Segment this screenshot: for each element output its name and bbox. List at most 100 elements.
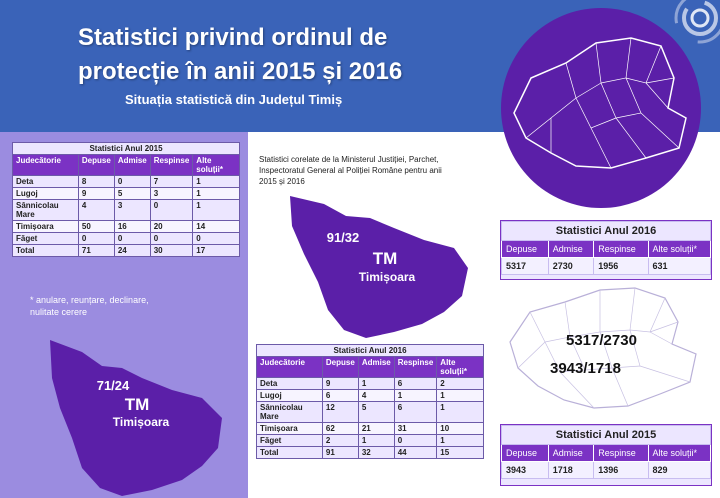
table-cell: 0 (149, 232, 194, 245)
column-header: Alte soluții* (436, 356, 484, 378)
table-row: Făget 2 1 0 1 (256, 434, 484, 447)
column-header: Depuse (321, 356, 359, 378)
table-cell: 4 (357, 389, 395, 402)
table-cell: 0 (149, 199, 194, 221)
romania-map-circle (501, 8, 701, 208)
column-header: Respinse (393, 356, 438, 378)
table-cell: 0 (393, 434, 438, 447)
column-header: Alte soluții* (192, 154, 240, 176)
table-cell: 15 (436, 446, 484, 459)
romania-map-white (509, 287, 697, 409)
table-cell: Total (12, 244, 79, 257)
table-caption: Statistici Anul 2015 (12, 142, 240, 155)
table-cell: Total (256, 446, 323, 459)
table-cell: 20 (149, 220, 194, 233)
table-cell: 62 (321, 422, 359, 435)
table-cell: 1 (357, 434, 395, 447)
table-caption: Statistici Anul 2016 (256, 344, 484, 357)
footnote: * anulare, reunțare, declinare, nulitate… (30, 295, 149, 317)
tm-code-2016: TM (372, 249, 398, 268)
table-cell: 7 (149, 175, 194, 188)
table-cell: 3 (113, 199, 151, 221)
table-cell: 2 (321, 434, 359, 447)
box-caption: Statistici Anul 2016 (501, 221, 711, 241)
table-cell: 1 (357, 377, 395, 390)
value-cell: 1396 (593, 461, 649, 479)
value-cell: 1718 (547, 461, 595, 479)
table-cell: 91 (321, 446, 359, 459)
page-title-line1: Statistici privind ordinul de (78, 24, 388, 51)
value-cell: 5317 (501, 257, 549, 275)
table-cell: 16 (113, 220, 151, 233)
timis-county-map-2015 (50, 340, 222, 496)
table-cell: 6 (393, 401, 438, 423)
page-subtitle: Situația statistică din Județul Timiș (125, 92, 343, 107)
column-header: Admise (547, 240, 595, 258)
column-header: Admise (357, 356, 395, 378)
table-cell: 0 (113, 232, 151, 245)
table-cell: 71 (77, 244, 115, 257)
table-2016-county: Statistici Anul 2016 Judecătorie Depuse … (256, 344, 484, 459)
tm-ratio-2016: 91/32 (326, 230, 360, 245)
table-cell: 5 (357, 401, 395, 423)
table-cell: 8 (77, 175, 115, 188)
tm-city-2016: Timișoara (358, 270, 416, 284)
column-header: Depuse (501, 240, 549, 258)
table-cell: 0 (77, 232, 115, 245)
table-cell: 10 (436, 422, 484, 435)
column-header: Admise (547, 444, 595, 462)
tm-city-2015: Timișoara (112, 415, 170, 429)
national-stats-2016: Statistici Anul 2016 Depuse Admise Respi… (500, 220, 712, 280)
table-row: Deta 8 0 7 1 (12, 175, 240, 188)
table-cell: 14 (192, 220, 240, 233)
table-cell: 31 (393, 422, 438, 435)
table-cell: Deta (256, 377, 323, 390)
table-cell: 12 (321, 401, 359, 423)
table-row: Sânnicolau Mare 4 3 0 1 (12, 199, 240, 221)
table-cell: Sânnicolau Mare (256, 401, 323, 423)
table-cell: Deta (12, 175, 79, 188)
table-cell: 17 (192, 244, 240, 257)
table-row: Timișoara 62 21 31 10 (256, 422, 484, 435)
value-cell: 3943 (501, 461, 549, 479)
column-header: Depuse (501, 444, 549, 462)
table-cell: 1 (192, 199, 240, 221)
table-cell: 5 (113, 187, 151, 200)
value-cell: 2730 (547, 257, 595, 275)
table-cell: Lugoj (12, 187, 79, 200)
table-cell: Lugoj (256, 389, 323, 402)
national-stats-2015: Statistici Anul 2015 Depuse Admise Respi… (500, 424, 712, 486)
timis-county-map-2016 (290, 196, 468, 338)
value-cell: 1956 (593, 257, 649, 275)
page-title-line2: protecție în anii 2015 și 2016 (78, 58, 403, 85)
table-row: Timișoara 50 16 20 14 (12, 220, 240, 233)
table-cell: 30 (149, 244, 194, 257)
table-cell: 0 (192, 232, 240, 245)
column-header: Depuse (77, 154, 115, 176)
table-cell: Făget (256, 434, 323, 447)
table-cell: 1 (192, 175, 240, 188)
column-header: Judecătorie (256, 356, 323, 378)
box-caption: Statistici Anul 2015 (501, 425, 711, 445)
table-2015-county: Statistici Anul 2015 Judecătorie Depuse … (12, 142, 240, 257)
table-row: Făget 0 0 0 0 (12, 232, 240, 245)
column-header: Judecătorie (12, 154, 79, 176)
swirl-decoration-icon (674, 0, 720, 44)
column-header: Alte soluții* (647, 444, 711, 462)
map-ratio-2016: 5317/2730 (566, 332, 637, 349)
column-header: Respinse (149, 154, 194, 176)
table-cell: 1 (192, 187, 240, 200)
table-row: Deta 9 1 6 2 (256, 377, 484, 390)
table-cell: 9 (77, 187, 115, 200)
table-cell: 6 (321, 389, 359, 402)
tm-ratio-2015: 71/24 (96, 378, 130, 393)
table-row-total: Total 91 32 44 15 (256, 446, 484, 459)
table-row-total: Total 71 24 30 17 (12, 244, 240, 257)
table-cell: Timișoara (256, 422, 323, 435)
column-header: Respinse (593, 444, 649, 462)
table-cell: 50 (77, 220, 115, 233)
table-cell: 44 (393, 446, 438, 459)
table-row: Lugoj 6 4 1 1 (256, 389, 484, 402)
table-cell: 3 (149, 187, 194, 200)
column-header: Respinse (593, 240, 649, 258)
